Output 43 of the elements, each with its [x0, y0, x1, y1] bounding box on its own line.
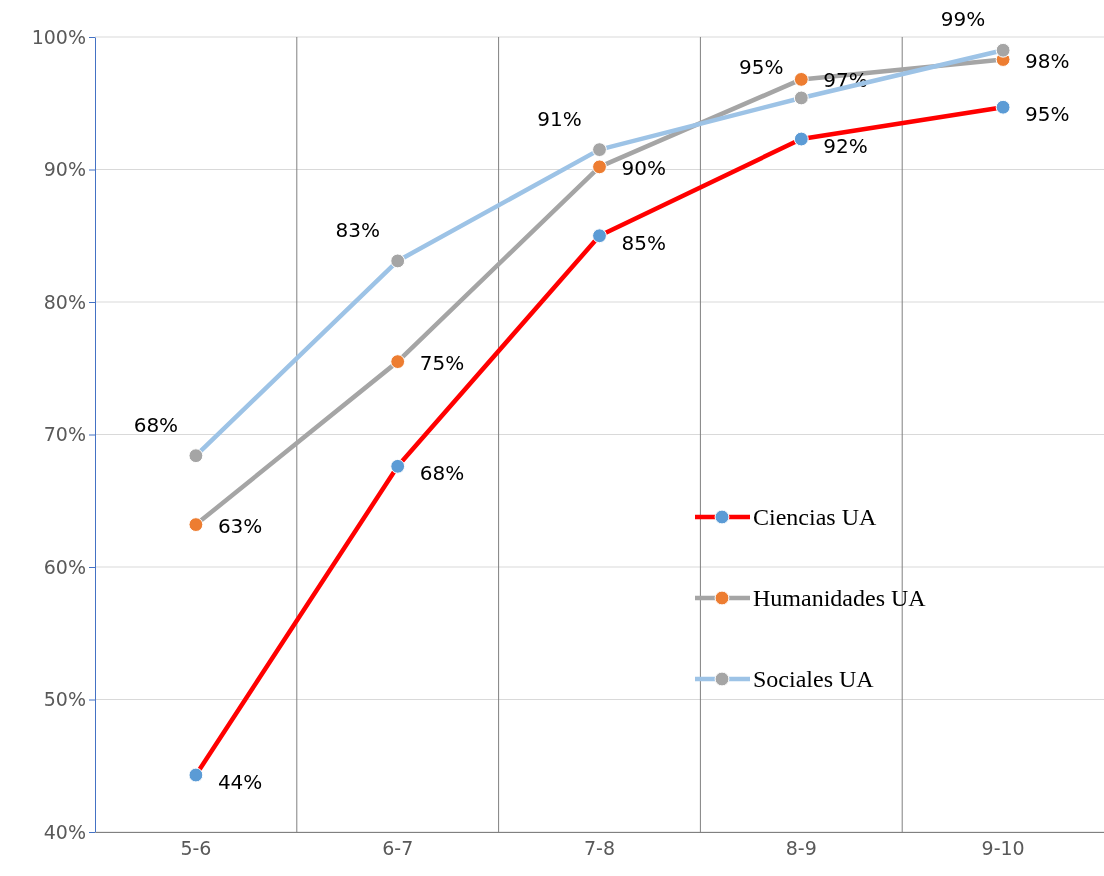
data-label: 85% [621, 230, 666, 255]
point [188, 517, 204, 532]
y-tick-label: 90% [43, 158, 86, 181]
data-label: 99% [940, 7, 986, 32]
y-tick-label: 50% [43, 688, 86, 711]
x-tick-label: 5-6 [180, 837, 212, 860]
data-label: 83% [335, 217, 380, 242]
point [188, 448, 204, 464]
point [390, 253, 406, 269]
point [793, 131, 809, 147]
x-tick-label: 6-7 [382, 837, 414, 860]
point [793, 72, 809, 87]
data-label: 63% [217, 513, 263, 538]
point [995, 99, 1011, 115]
data-label: 68% [133, 412, 179, 437]
data-label: 92% [823, 134, 868, 159]
point [390, 354, 406, 370]
y-tick-label: 70% [43, 423, 86, 446]
legend-label: Humanidades UA [753, 585, 927, 611]
y-tick-label: 100% [31, 25, 86, 48]
y-tick-label: 60% [43, 555, 86, 578]
point [793, 90, 809, 106]
point [390, 458, 406, 474]
point [592, 228, 607, 244]
x-tick-label: 7-8 [583, 837, 616, 860]
data-label: 44% [217, 770, 263, 795]
data-label: 95% [739, 54, 784, 79]
x-tick-label: 8-9 [785, 837, 817, 860]
y-tick-label: 40% [43, 820, 86, 843]
data-label: 95% [1025, 102, 1070, 127]
x-tick-label: 9-10 [981, 837, 1025, 860]
point [592, 159, 607, 175]
data-label: 91% [537, 106, 582, 131]
legend-label: Ciencias UA [753, 504, 877, 530]
point [188, 767, 204, 783]
data-label: 68% [419, 461, 465, 486]
y-tick-label: 80% [43, 290, 86, 313]
data-label: 75% [419, 350, 465, 375]
data-label: 90% [621, 155, 666, 180]
point [592, 142, 607, 158]
legend-label: Sociales UA [753, 666, 875, 692]
point [995, 42, 1011, 58]
data-label: 98% [1025, 48, 1070, 73]
